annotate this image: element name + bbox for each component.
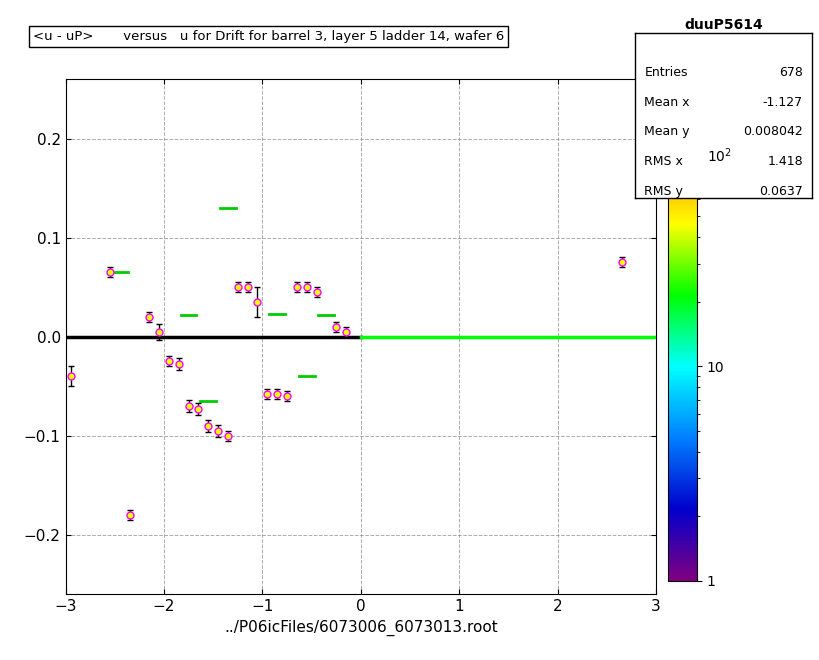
Text: RMS y: RMS y: [644, 185, 682, 198]
Text: 1.418: 1.418: [767, 155, 802, 168]
Text: <u - uP>       versus   u for Drift for barrel 3, layer 5 ladder 14, wafer 6: <u - uP> versus u for Drift for barrel 3…: [33, 30, 504, 43]
Title: duuP5614: duuP5614: [683, 18, 762, 32]
Text: 678: 678: [778, 66, 802, 79]
Text: Mean y: Mean y: [644, 125, 689, 139]
Text: Mean x: Mean x: [644, 96, 689, 109]
Text: RMS x: RMS x: [644, 155, 682, 168]
Text: $10^2$: $10^2$: [706, 146, 731, 165]
X-axis label: ../P06icFiles/6073006_6073013.root: ../P06icFiles/6073006_6073013.root: [224, 620, 497, 636]
Text: 0.008042: 0.008042: [742, 125, 802, 139]
Text: 0.0637: 0.0637: [758, 185, 802, 198]
Text: -1.127: -1.127: [762, 96, 802, 109]
Text: Entries: Entries: [644, 66, 687, 79]
